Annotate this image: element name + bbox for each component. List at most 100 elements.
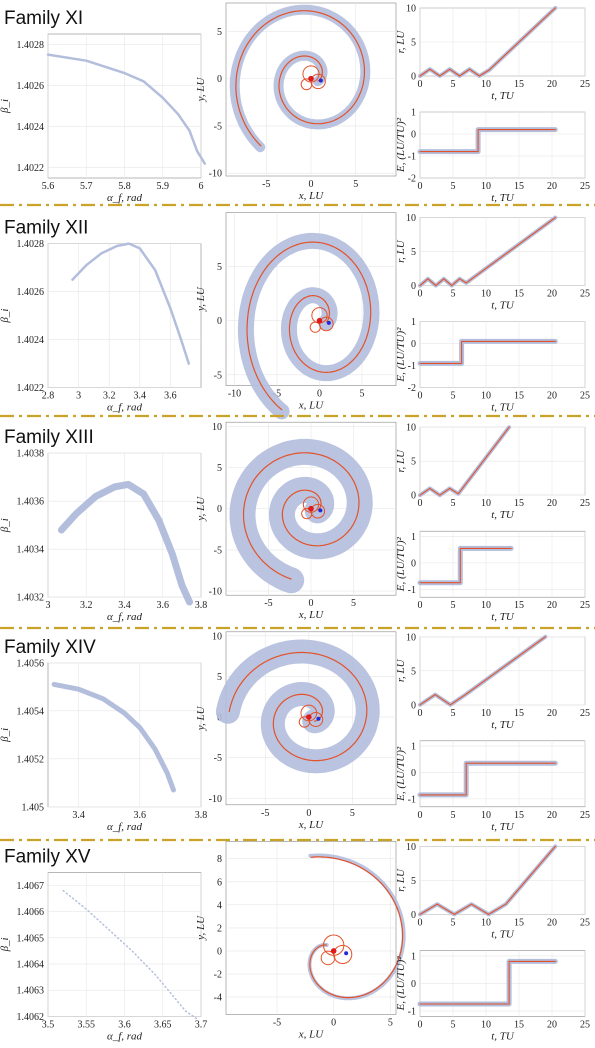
y-tick-label: 1 xyxy=(411,317,416,328)
y-tick-label: 5 xyxy=(411,876,416,887)
y-axis-label: E, (LU/TU)² xyxy=(395,536,407,592)
x-tick-label: 20 xyxy=(547,1019,557,1030)
x-tick-label: 10 xyxy=(481,79,491,90)
y-tick-label: -2 xyxy=(408,174,416,185)
x-tick-label: 10 xyxy=(481,600,491,611)
family-title: Family XII xyxy=(4,218,88,239)
y-axis-label: r, LU xyxy=(395,449,407,473)
x-tick-label: 0 xyxy=(309,179,314,190)
x-tick-label: 5 xyxy=(451,708,456,719)
y-tick-label: 0 xyxy=(411,339,416,350)
x-tick-label: 5.9 xyxy=(157,181,170,192)
flyby-loop xyxy=(320,950,336,966)
y-tick-label: 10 xyxy=(406,423,416,434)
x-axis-label: t, TU xyxy=(491,402,515,414)
flyby-loop xyxy=(298,716,311,728)
y-axis-label: r, LU xyxy=(395,30,407,54)
x-axis-label: t, TU xyxy=(491,719,515,731)
y-tick-label: 5 xyxy=(217,27,222,38)
y-tick-label: 5 xyxy=(217,262,222,273)
x-tick-label: 20 xyxy=(547,391,557,402)
x-axis-label: α_f, rad xyxy=(107,611,143,623)
x-tick-label: 5 xyxy=(360,389,365,400)
x-tick-label: 5 xyxy=(451,79,456,90)
x-tick-label: 15 xyxy=(514,810,524,821)
grid xyxy=(47,34,202,178)
x-tick-label: 15 xyxy=(514,917,524,928)
y-tick-label: 1.4032 xyxy=(17,593,45,604)
y-tick-label: 1.4052 xyxy=(17,754,45,765)
x-tick-label: 0 xyxy=(418,1019,423,1030)
trajectory-plot: -5 0 5 -10 -5 0 5 10 x, LU y, LU xyxy=(195,422,397,621)
y-tick-label: 1.4024 xyxy=(17,122,45,133)
x-tick-label: 15 xyxy=(514,708,524,719)
y-tick-label: 1.4028 xyxy=(17,40,45,51)
x-tick-label: -5 xyxy=(273,389,281,400)
x-tick-label: 15 xyxy=(514,1019,524,1030)
energy-line xyxy=(419,129,556,153)
x-tick-label: 20 xyxy=(547,498,557,509)
y-tick-label: -10 xyxy=(209,587,222,598)
y-tick-label: -1 xyxy=(408,361,416,372)
trajectory-plot: -10 -5 0 5 -5 0 5 x, LU y, LU xyxy=(195,212,397,420)
x-tick-label: 3.6 xyxy=(134,810,147,821)
x-tick-label: 5 xyxy=(451,181,456,192)
x-tick-label: 0 xyxy=(418,79,423,90)
grid xyxy=(419,7,586,77)
grid xyxy=(419,111,586,179)
x-tick-label: 20 xyxy=(547,181,557,192)
x-tick-label: 25 xyxy=(580,600,590,611)
x-tick-label: 15 xyxy=(514,289,524,300)
y-tick-label: 1.4063 xyxy=(17,986,45,997)
energy-line xyxy=(419,960,556,1005)
x-tick-label: 5 xyxy=(451,1019,456,1030)
flyby-loop xyxy=(300,78,313,91)
plot-frame xyxy=(47,662,202,808)
beta-alpha-plot: 3.5 3.55 3.6 3.65 3.7 1.4062 1.4063 1.4064 1.406… xyxy=(0,872,207,1042)
family-row: Family XI 5.6 5.7 5.8 5.9 6 1.4022 1.4024 1.4026… xyxy=(0,2,590,204)
y-tick-label: 0 xyxy=(411,491,416,502)
y-tick-label: 1.4064 xyxy=(17,960,45,971)
x-tick-label: 15 xyxy=(514,498,524,509)
y-axis-label: β_i xyxy=(0,99,11,114)
y-tick-label: 0 xyxy=(411,558,416,569)
grid xyxy=(47,872,202,1017)
y-tick-label: 1.405 xyxy=(22,802,45,813)
family-title: Family XIV xyxy=(4,637,96,658)
x-tick-label: 6 xyxy=(199,181,204,192)
y-tick-label: 1.4022 xyxy=(17,163,45,174)
x-axis-label: t, TU xyxy=(491,1030,515,1042)
y-tick-label: -1 xyxy=(408,585,416,596)
y-axis-label: β_i xyxy=(0,309,11,324)
y-tick-label: 1.4065 xyxy=(17,933,45,944)
x-tick-label: 5.7 xyxy=(80,181,93,192)
y-tick-label: 10 xyxy=(406,842,416,853)
x-tick-label: 5 xyxy=(451,600,456,611)
family-curve xyxy=(62,889,198,1020)
plot-frame xyxy=(47,243,202,388)
x-tick-label: 5 xyxy=(451,289,456,300)
flyby-loop xyxy=(309,321,321,333)
x-tick-label: 3.2 xyxy=(103,391,116,402)
radius-line xyxy=(419,217,556,287)
x-tick-label: 20 xyxy=(547,600,557,611)
x-tick-label: 10 xyxy=(481,498,491,509)
family-title: Family XI xyxy=(4,8,83,29)
y-tick-label: 0 xyxy=(411,281,416,292)
family-title: Family XIII xyxy=(4,427,94,448)
nominal-trajectory xyxy=(242,452,360,580)
y-tick-label: 0 xyxy=(217,946,222,957)
x-tick-label: 25 xyxy=(580,181,590,192)
y-tick-label: 4 xyxy=(217,900,222,911)
radius-line xyxy=(419,426,510,496)
x-tick-label: 20 xyxy=(547,708,557,719)
family-curve xyxy=(51,681,176,793)
x-axis-label: t, TU xyxy=(491,928,515,940)
y-tick-label: 1.4062 xyxy=(17,1012,45,1023)
x-tick-label: 0 xyxy=(306,808,311,819)
